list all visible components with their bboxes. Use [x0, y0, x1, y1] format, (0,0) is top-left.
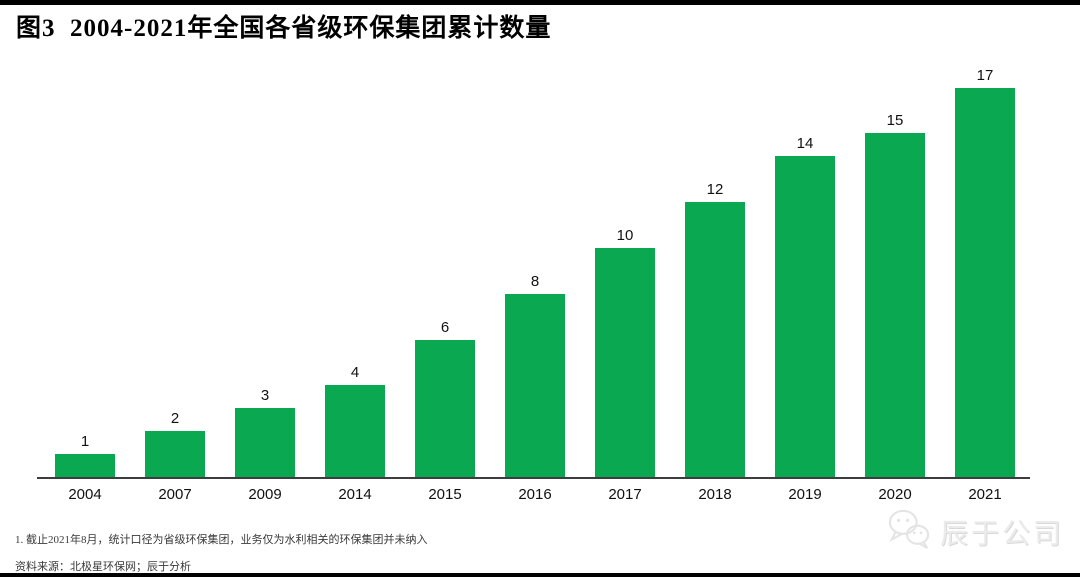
x-tick-label: 2004 [68, 486, 102, 503]
bar [55, 454, 115, 477]
bar [685, 202, 745, 477]
bar-group: 6 [415, 320, 475, 477]
bar-value-label: 14 [796, 135, 814, 152]
bar [955, 88, 1015, 477]
bar-chart: 1 2 3 4 6 8 10 12 14 15 17 2004 2007 2009 2014 2015 201… [37, 68, 1030, 503]
x-tick-label: 2016 [518, 486, 552, 503]
bar-group: 8 [505, 274, 565, 477]
bar [775, 156, 835, 477]
bar-value-label: 6 [440, 319, 450, 336]
bar-group: 2 [145, 411, 205, 477]
bar-value-label: 4 [350, 364, 360, 381]
source-note: 资料来源：北极星环保网；辰于分析 [15, 561, 191, 573]
x-tick-label: 2018 [698, 486, 732, 503]
x-tick-label: 2009 [248, 486, 282, 503]
bar [595, 248, 655, 477]
bar-group: 10 [595, 228, 655, 477]
bar-value-label: 3 [260, 387, 270, 404]
x-tick-label: 2015 [428, 486, 462, 503]
bar [865, 133, 925, 477]
chart-plot-area: 1 2 3 4 6 8 10 12 14 15 17 [37, 68, 1030, 479]
footnote: 1. 截止2021年8月，统计口径为省级环保集团，业务仅为水利相关的环保集团并未… [15, 534, 428, 546]
bar [235, 408, 295, 477]
bar-value-label: 8 [530, 273, 540, 290]
top-border-rule [0, 0, 1080, 5]
bar-group: 14 [775, 136, 835, 477]
x-tick-label: 2017 [608, 486, 642, 503]
bar-group: 1 [55, 434, 115, 477]
bar-value-label: 2 [170, 410, 180, 427]
x-tick-label: 2019 [788, 486, 822, 503]
bar-group: 3 [235, 388, 295, 477]
bar-group: 15 [865, 113, 925, 477]
page-title: 图3 2004-2021年全国各省级环保集团累计数量 [16, 15, 552, 42]
bar [325, 385, 385, 477]
bar-group: 4 [325, 365, 385, 477]
x-axis-tick-row: 2004 2007 2009 2014 2015 2016 2017 2018 2019 2020… [37, 486, 1030, 503]
bar [505, 294, 565, 477]
x-tick-label: 2020 [878, 486, 912, 503]
bar-value-label: 15 [886, 112, 904, 129]
bar-group: 17 [955, 68, 1015, 477]
bar-group: 12 [685, 182, 745, 477]
bar-value-label: 17 [976, 67, 994, 84]
bar [145, 431, 205, 477]
bar-value-label: 10 [616, 227, 634, 244]
x-tick-label: 2007 [158, 486, 192, 503]
watermark: 辰于公司 [886, 508, 1064, 555]
wechat-icon [886, 508, 932, 555]
bottom-border-rule [0, 573, 1080, 577]
bar-value-label: 1 [80, 433, 90, 450]
bar-value-label: 12 [706, 181, 724, 198]
x-tick-label: 2021 [968, 486, 1002, 503]
x-tick-label: 2014 [338, 486, 372, 503]
watermark-text: 辰于公司 [939, 518, 1064, 550]
bar [415, 340, 475, 477]
